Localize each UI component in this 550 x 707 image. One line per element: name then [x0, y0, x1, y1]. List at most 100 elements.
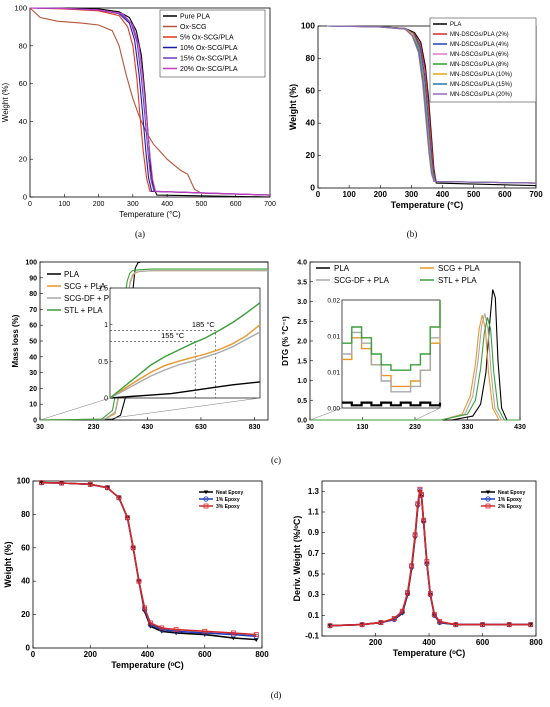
- series-point-d2-2-7: [412, 532, 418, 538]
- legend-label-b-6: MN-DSCGs/PLA (15%): [450, 82, 512, 88]
- legend-label-d2-1: 1% Epoxy: [498, 497, 522, 503]
- y-tick-label-d1-5: 100: [17, 477, 31, 486]
- series-point-d1-2-6: [130, 545, 136, 551]
- caption-c: (c): [271, 455, 281, 465]
- y-tick-label-c1-9: 90: [29, 275, 37, 282]
- y-tick-label-c1-4: 40: [29, 354, 37, 361]
- y-tick-label-d1-1: 20: [21, 610, 30, 619]
- series-point-d2-2-1: [359, 622, 365, 628]
- x-tick-label-a-7: 700: [264, 201, 276, 208]
- inset-y-tick-label-c2-0: 0.00: [327, 406, 340, 413]
- x-tick-label-c1-0: 30: [36, 424, 44, 431]
- legend-label-a-1: Ox-SCG: [180, 24, 206, 31]
- series-line-c2-0: [310, 289, 520, 421]
- legend-label-c2-0: PLA: [334, 264, 350, 273]
- plot-frame-b: [317, 25, 537, 189]
- y-tick-label-c2-0: 0.0: [297, 418, 307, 425]
- series-line-b-7: [327, 25, 537, 184]
- series-point-d2-2-14: [431, 611, 437, 617]
- inset-y-tick-label-c2-3: 0.02: [327, 298, 340, 305]
- inset-annotation-c1-0: 185 °C: [192, 320, 216, 329]
- x-tick-label-d1-3: 600: [198, 650, 212, 659]
- series-point-d1-2-9: [147, 620, 153, 626]
- legend-label-c1-0: PLA: [64, 270, 80, 279]
- series-point-d2-2-6: [409, 563, 415, 569]
- chart-a: 0 100 200 300 400 500 600 700 0 20 40 60 80 100 Temper…: [1, 4, 276, 220]
- series-point-d1-0-14: [253, 638, 259, 642]
- legend-box-b: [429, 17, 537, 103]
- y-tick-label-d2-5: 0.9: [308, 528, 320, 537]
- y-tick-label-c2-4: 2.0: [297, 339, 307, 346]
- inset-y-tick-label-c1-0: 0: [104, 396, 108, 403]
- y-tick-label-a-2: 40: [19, 117, 27, 126]
- y-tick-label-b-5: 100: [301, 21, 315, 31]
- y-tick-label-c1-0: 0: [33, 418, 37, 425]
- x-tick-label-b-0: 0: [316, 190, 321, 199]
- y-tick-label-a-0: 0: [23, 193, 27, 202]
- x-tick-label-b-4: 400: [436, 190, 450, 199]
- inset-connector-c2-a: [309, 407, 343, 421]
- legend-marker-d2-1: [485, 496, 491, 502]
- series-point-d1-2-1: [59, 480, 65, 486]
- inset-series-c1-3: [109, 302, 261, 399]
- series-line-a-2: [29, 7, 271, 196]
- legend-label-b-1: MN-DSCGs/PLA (2%): [450, 32, 509, 38]
- inset-connector-c2-b: [414, 407, 441, 421]
- x-tick-label-c1-3: 630: [195, 424, 207, 431]
- y-axis-label-c2: DTG (% °C⁻¹): [281, 316, 290, 366]
- y-tick-label-b-2: 40: [306, 118, 316, 128]
- y-tick-label-d1-0: 0: [26, 644, 31, 653]
- y-tick-label-d2-3: 0.5: [308, 570, 320, 579]
- series-line-d2-0: [329, 491, 531, 627]
- y-axis-label-b: Weight (%): [288, 84, 298, 130]
- x-tick-label-b-5: 500: [467, 190, 481, 199]
- series-point-d1-2-4: [116, 495, 122, 501]
- y-axis-label-d1: Weight (%): [3, 541, 13, 587]
- series-point-d2-2-5: [405, 590, 411, 595]
- inset-ref-line-c1-0: [110, 330, 216, 398]
- legend-label-d2-0: Neat Epoxy: [498, 490, 525, 496]
- legend-label-c1-1: SCG + PLA: [64, 282, 106, 291]
- series-point-d2-2-0: [327, 623, 333, 629]
- legend-marker-d1-0: [203, 490, 209, 495]
- series-line-d2-2: [329, 489, 531, 627]
- inset-series-c1-2: [109, 331, 261, 399]
- legend-label-a-0: Pure PLA: [180, 13, 210, 20]
- y-tick-label-d2-2: 0.3: [308, 590, 320, 599]
- series-point-d2-2-19: [528, 622, 534, 628]
- y-tick-label-c1-1: 10: [29, 402, 37, 409]
- legend-label-a-4: 15% Ox-SCG/PLA: [180, 55, 238, 62]
- inset-annotation-c1-1: 155 °C: [161, 331, 185, 340]
- legend-label-a-5: 20% Ox-SCG/PLA: [180, 66, 238, 73]
- x-tick-label-a-2: 200: [93, 201, 105, 208]
- inset-c2: 0.00 0.01 0.01 0.02: [309, 298, 442, 421]
- inset-series-c2-0: [342, 401, 442, 407]
- y-tick-label-a-5: 100: [14, 4, 27, 13]
- y-tick-label-c2-2: 1.0: [297, 378, 307, 385]
- legend-label-d1-2: 3% Epoxy: [216, 504, 240, 510]
- x-tick-label-d1-0: 0: [31, 650, 36, 659]
- y-tick-label-c1-8: 80: [29, 291, 37, 298]
- inset-series-c2-3: [342, 300, 441, 371]
- series-point-d2-2-9: [417, 486, 423, 492]
- series-point-d2-2-17: [480, 622, 485, 628]
- legend-marker-d1-2: [203, 503, 209, 509]
- legend-label-d1-1: 1% Epoxy: [216, 497, 240, 503]
- x-axis-label-d1: Temperature (ᵒC): [111, 660, 184, 670]
- y-tick-label-c2-1: 0.5: [297, 398, 307, 405]
- series-point-d2-2-2: [378, 620, 384, 625]
- x-tick-label-a-3: 300: [127, 201, 139, 208]
- y-tick-label-a-3: 60: [19, 79, 27, 88]
- y-tick-label-a-1: 20: [19, 155, 27, 164]
- series-line-c2-3: [310, 317, 520, 421]
- y-tick-label-c1-3: 30: [29, 370, 37, 377]
- chart-b: 0 100 200 300 400 500 600 700 0 20 40 60 80 100 Temper…: [288, 17, 543, 210]
- series-point-d1-0-13: [231, 636, 236, 641]
- x-axis-label-b: Temperature (°C): [391, 200, 463, 210]
- series-point-d2-2-11: [421, 517, 427, 523]
- y-tick-label-c1-7: 70: [29, 307, 37, 314]
- y-tick-label-b-3: 60: [306, 85, 316, 95]
- series-point-d2-2-18: [506, 622, 512, 628]
- caption-b: (b): [407, 229, 418, 239]
- legend-label-c1-3: STL + PLA: [64, 306, 103, 315]
